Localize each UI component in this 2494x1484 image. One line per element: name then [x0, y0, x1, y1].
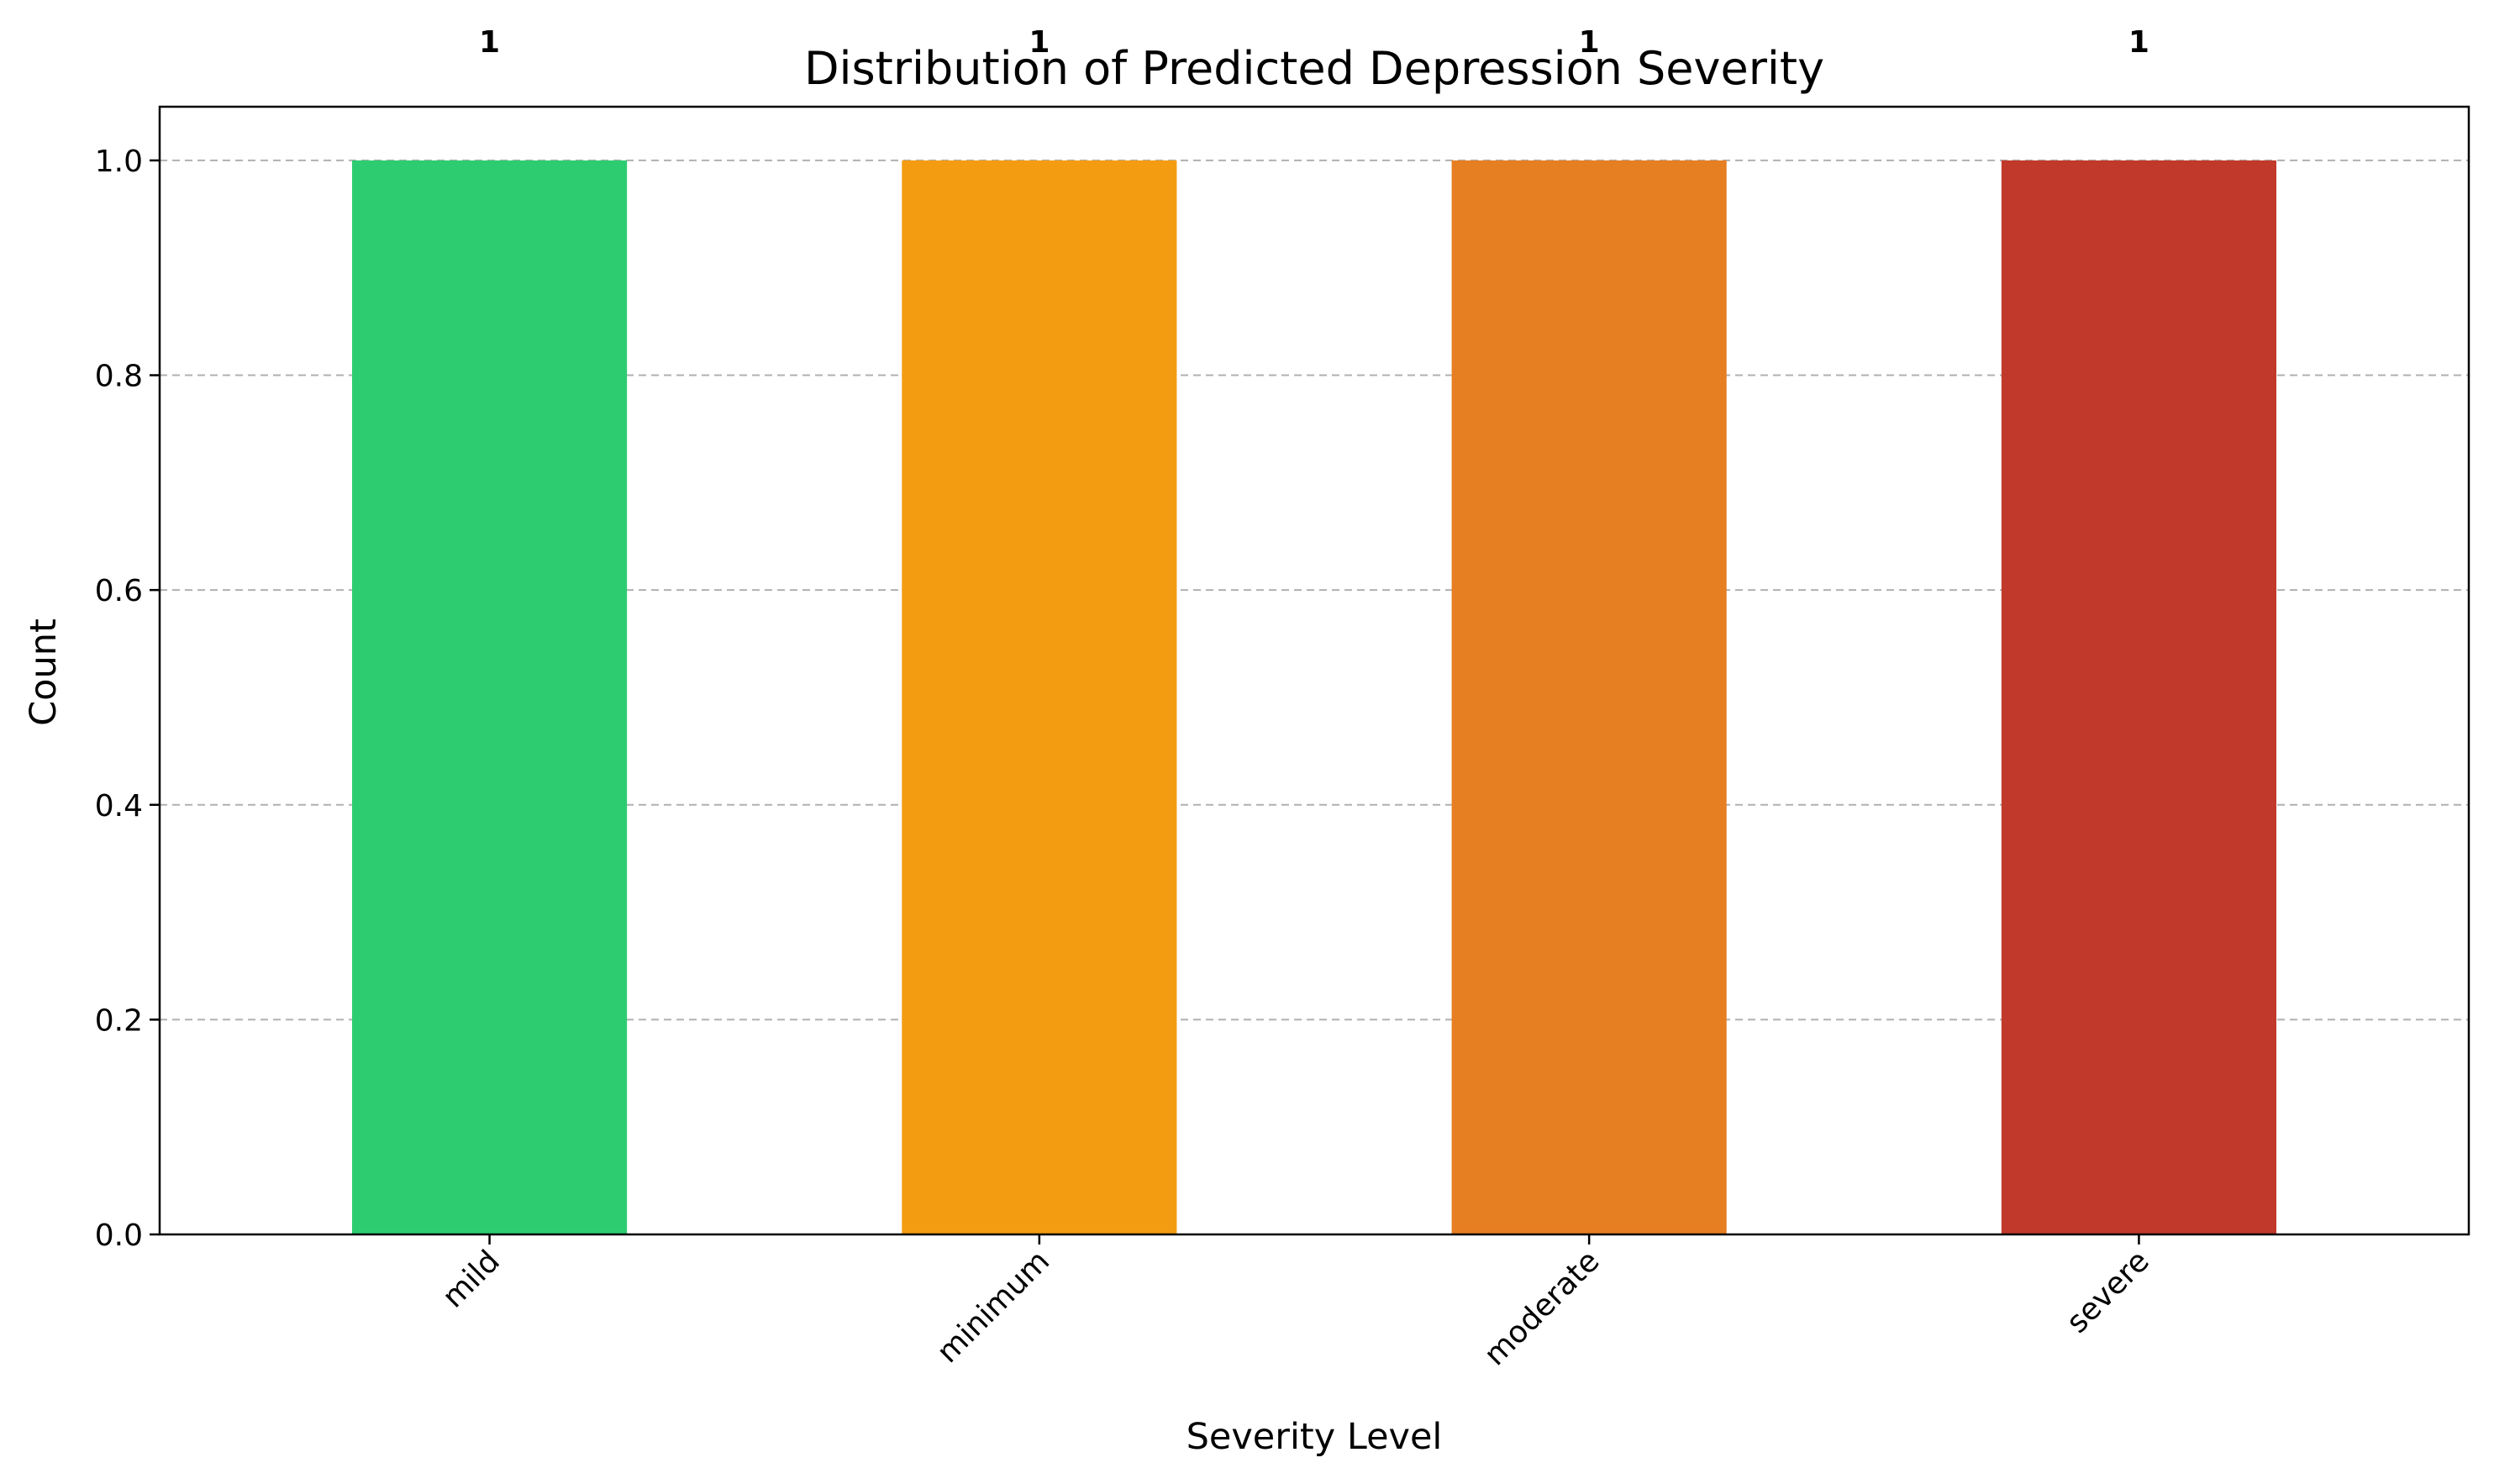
bar-minimum: [902, 160, 1177, 1234]
x-tick-label-severe: severe: [2060, 1244, 2156, 1339]
data-label-mild: 1: [479, 25, 500, 60]
data-label-severe: 1: [2128, 25, 2149, 60]
x-axis-ticks: mild minimum moderate severe: [436, 1234, 2156, 1372]
bar-moderate: [1451, 160, 1727, 1234]
x-tick-label-group: minimum: [930, 1244, 1056, 1370]
chart-title: Distribution of Predicted Depression Sev…: [804, 42, 1824, 95]
data-label-minimum: 1: [1029, 25, 1050, 60]
y-tick-label: 0.0: [95, 1218, 143, 1253]
y-tick-label: 0.8: [95, 360, 143, 394]
bars: [352, 160, 2276, 1234]
x-tick-label-moderate: moderate: [1478, 1244, 1607, 1372]
x-tick-label-minimum: minimum: [930, 1244, 1056, 1370]
data-labels: 1 1 1 1: [479, 25, 2149, 60]
y-tick-label: 0.6: [95, 574, 143, 608]
plot-frame: [158, 105, 2470, 1236]
data-label-moderate: 1: [1579, 25, 1600, 60]
y-axis-label: Count: [23, 618, 65, 726]
x-axis-label: Severity Level: [1186, 1416, 1443, 1458]
bar-severe: [2001, 160, 2276, 1234]
y-tick-label: 1.0: [95, 145, 143, 179]
x-tick-label-group: severe: [2060, 1244, 2156, 1339]
y-tick-label: 0.4: [95, 789, 143, 824]
y-tick-label: 0.2: [95, 1003, 143, 1038]
bar-mild: [352, 160, 628, 1234]
y-axis-ticks: 0.0 0.2 0.4 0.6 0.8 1.0: [95, 145, 160, 1253]
x-tick-label-group: mild: [436, 1244, 507, 1314]
x-tick-label-mild: mild: [436, 1244, 507, 1314]
x-tick-label-group: moderate: [1478, 1244, 1607, 1372]
